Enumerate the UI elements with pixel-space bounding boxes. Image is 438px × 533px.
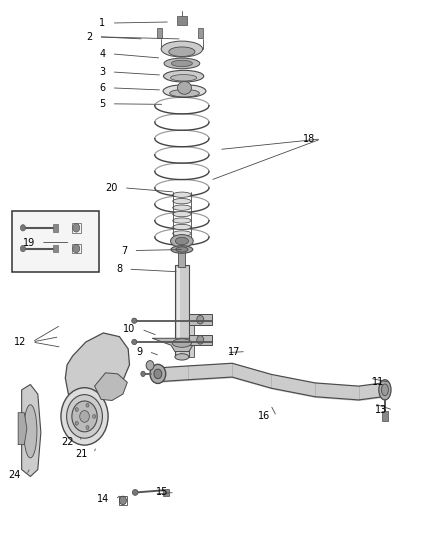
Ellipse shape [80,410,89,422]
Bar [119,496,127,505]
Ellipse shape [381,384,389,395]
Ellipse shape [61,387,108,445]
Ellipse shape [132,489,138,495]
Text: 18: 18 [303,134,315,144]
Bar [53,245,58,252]
Ellipse shape [177,82,191,94]
Ellipse shape [173,237,191,243]
Ellipse shape [24,405,37,458]
Ellipse shape [173,205,191,211]
Text: 12: 12 [14,337,26,347]
Text: 4: 4 [99,49,106,59]
Text: 6: 6 [99,83,106,93]
Text: 24: 24 [8,470,20,480]
Ellipse shape [20,224,25,231]
Ellipse shape [197,316,204,324]
Text: 22: 22 [62,437,74,447]
Ellipse shape [173,218,191,223]
Text: 17: 17 [228,346,240,357]
Bar [178,248,185,266]
Ellipse shape [150,365,166,383]
Text: 10: 10 [123,324,135,334]
Polygon shape [18,413,27,445]
Ellipse shape [132,318,137,324]
Ellipse shape [197,336,204,344]
Bar [382,411,388,421]
Ellipse shape [171,60,192,67]
Bar [156,28,162,38]
Polygon shape [95,373,127,400]
Ellipse shape [86,426,89,430]
Ellipse shape [92,415,95,418]
Ellipse shape [72,401,97,432]
Polygon shape [152,338,212,352]
Bar [72,244,81,253]
Bar [177,16,187,25]
Ellipse shape [169,47,195,56]
Bar [189,335,212,345]
Ellipse shape [161,41,203,57]
Bar [72,223,81,232]
Ellipse shape [170,235,193,247]
Ellipse shape [175,354,189,360]
Text: 5: 5 [99,99,106,109]
Ellipse shape [73,244,80,253]
Ellipse shape [154,369,162,378]
Text: 11: 11 [372,377,384,387]
Ellipse shape [132,340,137,345]
Ellipse shape [164,58,200,69]
Text: 2: 2 [86,32,92,42]
Ellipse shape [120,496,127,505]
Text: 1: 1 [99,18,106,28]
Polygon shape [65,333,130,400]
Ellipse shape [75,422,78,425]
Text: 9: 9 [137,346,143,357]
Ellipse shape [141,371,145,376]
Ellipse shape [171,246,193,253]
Ellipse shape [173,231,191,236]
Bar [189,314,212,325]
Ellipse shape [146,361,154,370]
Bar [163,489,169,496]
Ellipse shape [173,224,191,230]
Text: 16: 16 [258,411,271,422]
Ellipse shape [67,394,102,438]
Bar [175,265,189,357]
Ellipse shape [173,192,191,197]
Ellipse shape [176,247,188,252]
Ellipse shape [163,70,204,82]
Text: 19: 19 [22,238,35,247]
Ellipse shape [379,379,391,400]
Text: 7: 7 [121,246,127,255]
Polygon shape [21,384,41,477]
Ellipse shape [86,403,89,407]
Bar [177,268,180,355]
Text: 14: 14 [97,494,109,504]
Bar [53,224,58,231]
Text: 13: 13 [375,405,387,415]
Bar [12,211,99,272]
Ellipse shape [172,339,191,348]
Ellipse shape [170,75,197,81]
Text: 21: 21 [76,449,88,458]
Text: 15: 15 [156,488,169,497]
Bar [198,28,203,38]
Ellipse shape [20,245,25,252]
Bar [189,314,194,357]
Text: 8: 8 [116,264,122,274]
Ellipse shape [75,408,78,411]
Text: 20: 20 [105,183,118,193]
Ellipse shape [175,237,188,245]
Ellipse shape [170,90,199,97]
Text: 3: 3 [99,67,106,77]
Ellipse shape [173,212,191,217]
Ellipse shape [73,223,80,232]
Ellipse shape [163,85,206,98]
Ellipse shape [173,198,191,204]
